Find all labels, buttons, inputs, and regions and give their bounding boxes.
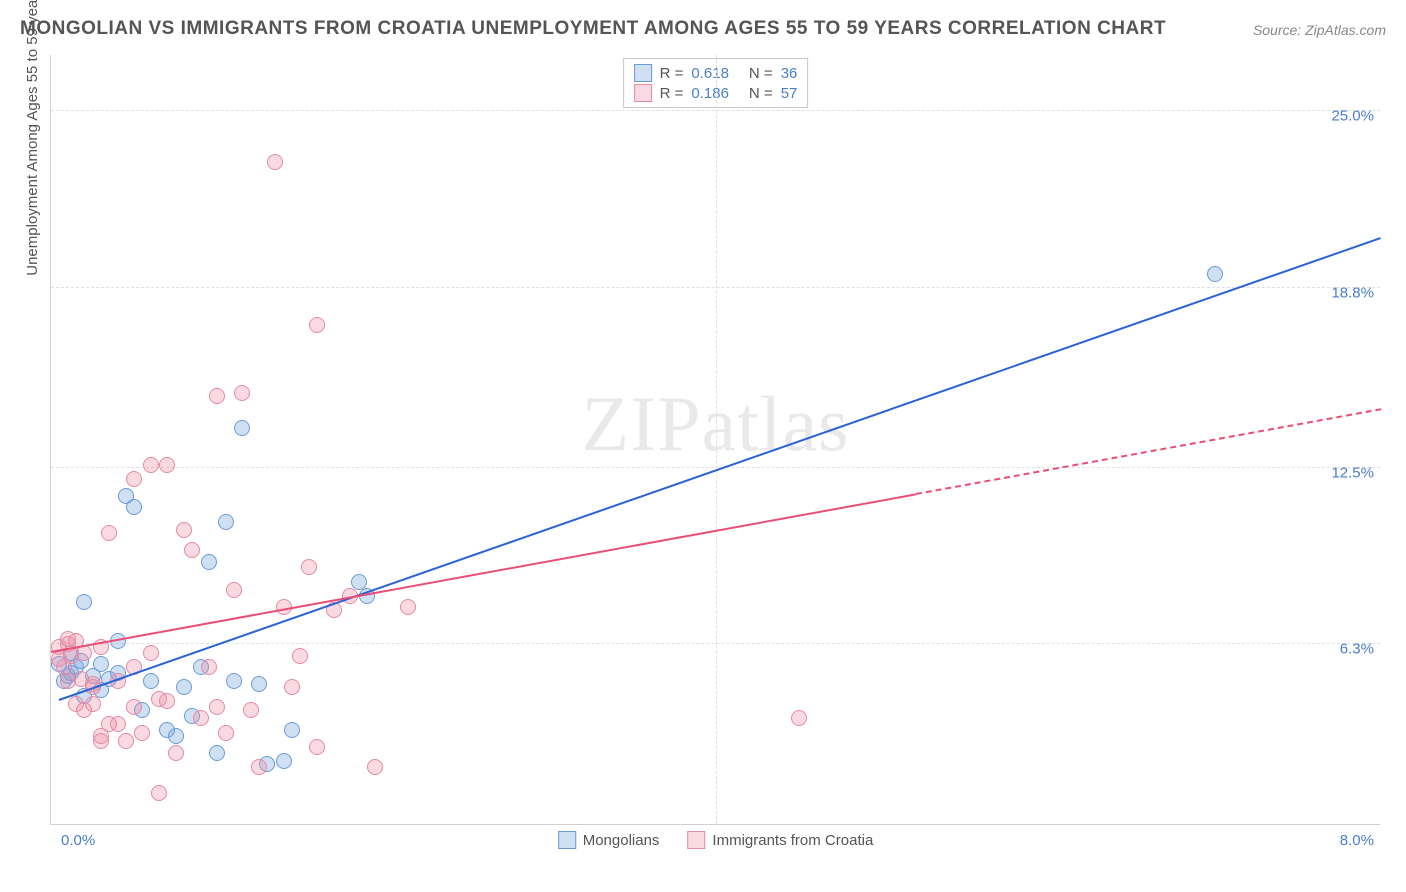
- data-point: [101, 525, 117, 541]
- legend-swatch: [634, 64, 652, 82]
- data-point: [143, 645, 159, 661]
- data-point: [126, 471, 142, 487]
- legend-r-value: 0.618: [691, 65, 729, 82]
- plot-area: ZIPatlas R = 0.618N = 36R = 0.186N = 57 …: [50, 55, 1380, 825]
- data-point: [110, 716, 126, 732]
- data-point: [218, 725, 234, 741]
- data-point: [85, 696, 101, 712]
- y-tick-label: 18.8%: [1331, 284, 1374, 301]
- y-tick-label: 25.0%: [1331, 108, 1374, 125]
- y-axis-label: Unemployment Among Ages 55 to 59 years: [24, 0, 41, 276]
- data-point: [400, 599, 416, 615]
- legend-r-value: 0.186: [691, 85, 729, 102]
- data-point: [234, 385, 250, 401]
- data-point: [76, 594, 92, 610]
- series-legend: Mongolians Immigrants from Croatia: [558, 831, 874, 849]
- data-point: [226, 673, 242, 689]
- data-point: [143, 673, 159, 689]
- data-point: [159, 693, 175, 709]
- legend-n-label: N =: [749, 65, 773, 82]
- x-axis-origin-label: 0.0%: [61, 832, 95, 849]
- data-point: [301, 559, 317, 575]
- legend-swatch: [558, 831, 576, 849]
- legend-n-label: N =: [749, 85, 773, 102]
- data-point: [159, 457, 175, 473]
- data-point: [276, 753, 292, 769]
- legend-n-value: 57: [781, 85, 798, 102]
- legend-r-label: R =: [660, 65, 684, 82]
- legend-item: Mongolians: [558, 831, 660, 849]
- data-point: [367, 759, 383, 775]
- data-point: [193, 710, 209, 726]
- legend-item: Immigrants from Croatia: [687, 831, 873, 849]
- legend-series-label: Immigrants from Croatia: [712, 832, 873, 849]
- legend-n-value: 36: [781, 65, 798, 82]
- data-point: [791, 710, 807, 726]
- data-point: [201, 554, 217, 570]
- data-point: [184, 542, 200, 558]
- data-point: [209, 388, 225, 404]
- data-point: [176, 522, 192, 538]
- legend-series-label: Mongolians: [583, 832, 660, 849]
- y-tick-label: 6.3%: [1340, 641, 1374, 658]
- data-point: [168, 745, 184, 761]
- data-point: [168, 728, 184, 744]
- regression-line: [59, 237, 1381, 701]
- data-point: [1207, 266, 1223, 282]
- data-point: [176, 679, 192, 695]
- data-point: [118, 733, 134, 749]
- data-point: [126, 499, 142, 515]
- data-point: [209, 745, 225, 761]
- data-point: [243, 702, 259, 718]
- data-point: [209, 699, 225, 715]
- data-point: [226, 582, 242, 598]
- regression-line: [51, 493, 916, 653]
- data-point: [251, 676, 267, 692]
- data-point: [284, 722, 300, 738]
- x-axis-max-label: 8.0%: [1340, 832, 1374, 849]
- data-point: [143, 457, 159, 473]
- data-point: [292, 648, 308, 664]
- regression-line: [915, 409, 1381, 496]
- data-point: [251, 759, 267, 775]
- y-tick-label: 12.5%: [1331, 464, 1374, 481]
- data-point: [309, 739, 325, 755]
- gridline-vertical: [716, 55, 717, 824]
- data-point: [151, 785, 167, 801]
- data-point: [93, 733, 109, 749]
- chart-title: MONGOLIAN VS IMMIGRANTS FROM CROATIA UNE…: [20, 18, 1166, 40]
- data-point: [267, 154, 283, 170]
- data-point: [134, 725, 150, 741]
- data-point: [126, 699, 142, 715]
- legend-swatch: [634, 84, 652, 102]
- data-point: [201, 659, 217, 675]
- legend-r-label: R =: [660, 85, 684, 102]
- source-attribution: Source: ZipAtlas.com: [1253, 22, 1386, 38]
- legend-swatch: [687, 831, 705, 849]
- data-point: [309, 317, 325, 333]
- data-point: [234, 420, 250, 436]
- data-point: [284, 679, 300, 695]
- data-point: [218, 514, 234, 530]
